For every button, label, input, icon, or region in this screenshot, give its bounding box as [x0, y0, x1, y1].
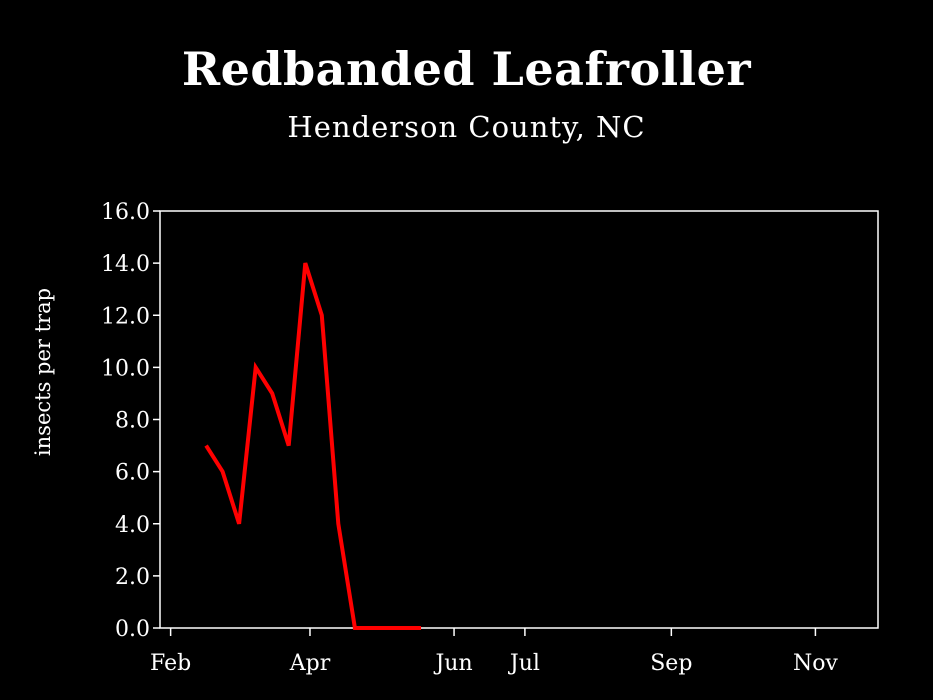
chart-title: Redbanded Leafroller — [181, 42, 752, 96]
chart-subtitle: Henderson County, NC — [287, 110, 646, 144]
plot-area: 0.0 2.0 4.0 6.0 8.0 10.0 12.0 14.0 16.0 Feb Apr Jun… — [101, 200, 879, 676]
y-tick-label: 2.0 — [115, 565, 150, 590]
y-tick-label: 12.0 — [101, 304, 150, 329]
x-tick-label: Feb — [150, 651, 191, 676]
y-tick-label: 0.0 — [115, 617, 150, 642]
y-tick-label: 8.0 — [115, 409, 150, 434]
y-tick-label: 14.0 — [101, 252, 150, 277]
x-tick-label: Apr — [289, 651, 331, 676]
x-tick-label: Sep — [650, 651, 692, 676]
y-tick-label: 6.0 — [115, 461, 150, 486]
x-tick-label: Jul — [508, 651, 540, 676]
x-tick-label: Nov — [793, 651, 838, 676]
y-axis-title: insects per trap — [31, 288, 55, 456]
x-tick-label: Jun — [433, 651, 472, 676]
series-layer — [204, 262, 421, 630]
series-line — [204, 262, 421, 630]
plot-frame — [159, 210, 879, 629]
y-tick-label: 10.0 — [101, 356, 150, 381]
y-tick-label: 4.0 — [115, 513, 150, 538]
y-tick-label: 16.0 — [101, 200, 150, 225]
